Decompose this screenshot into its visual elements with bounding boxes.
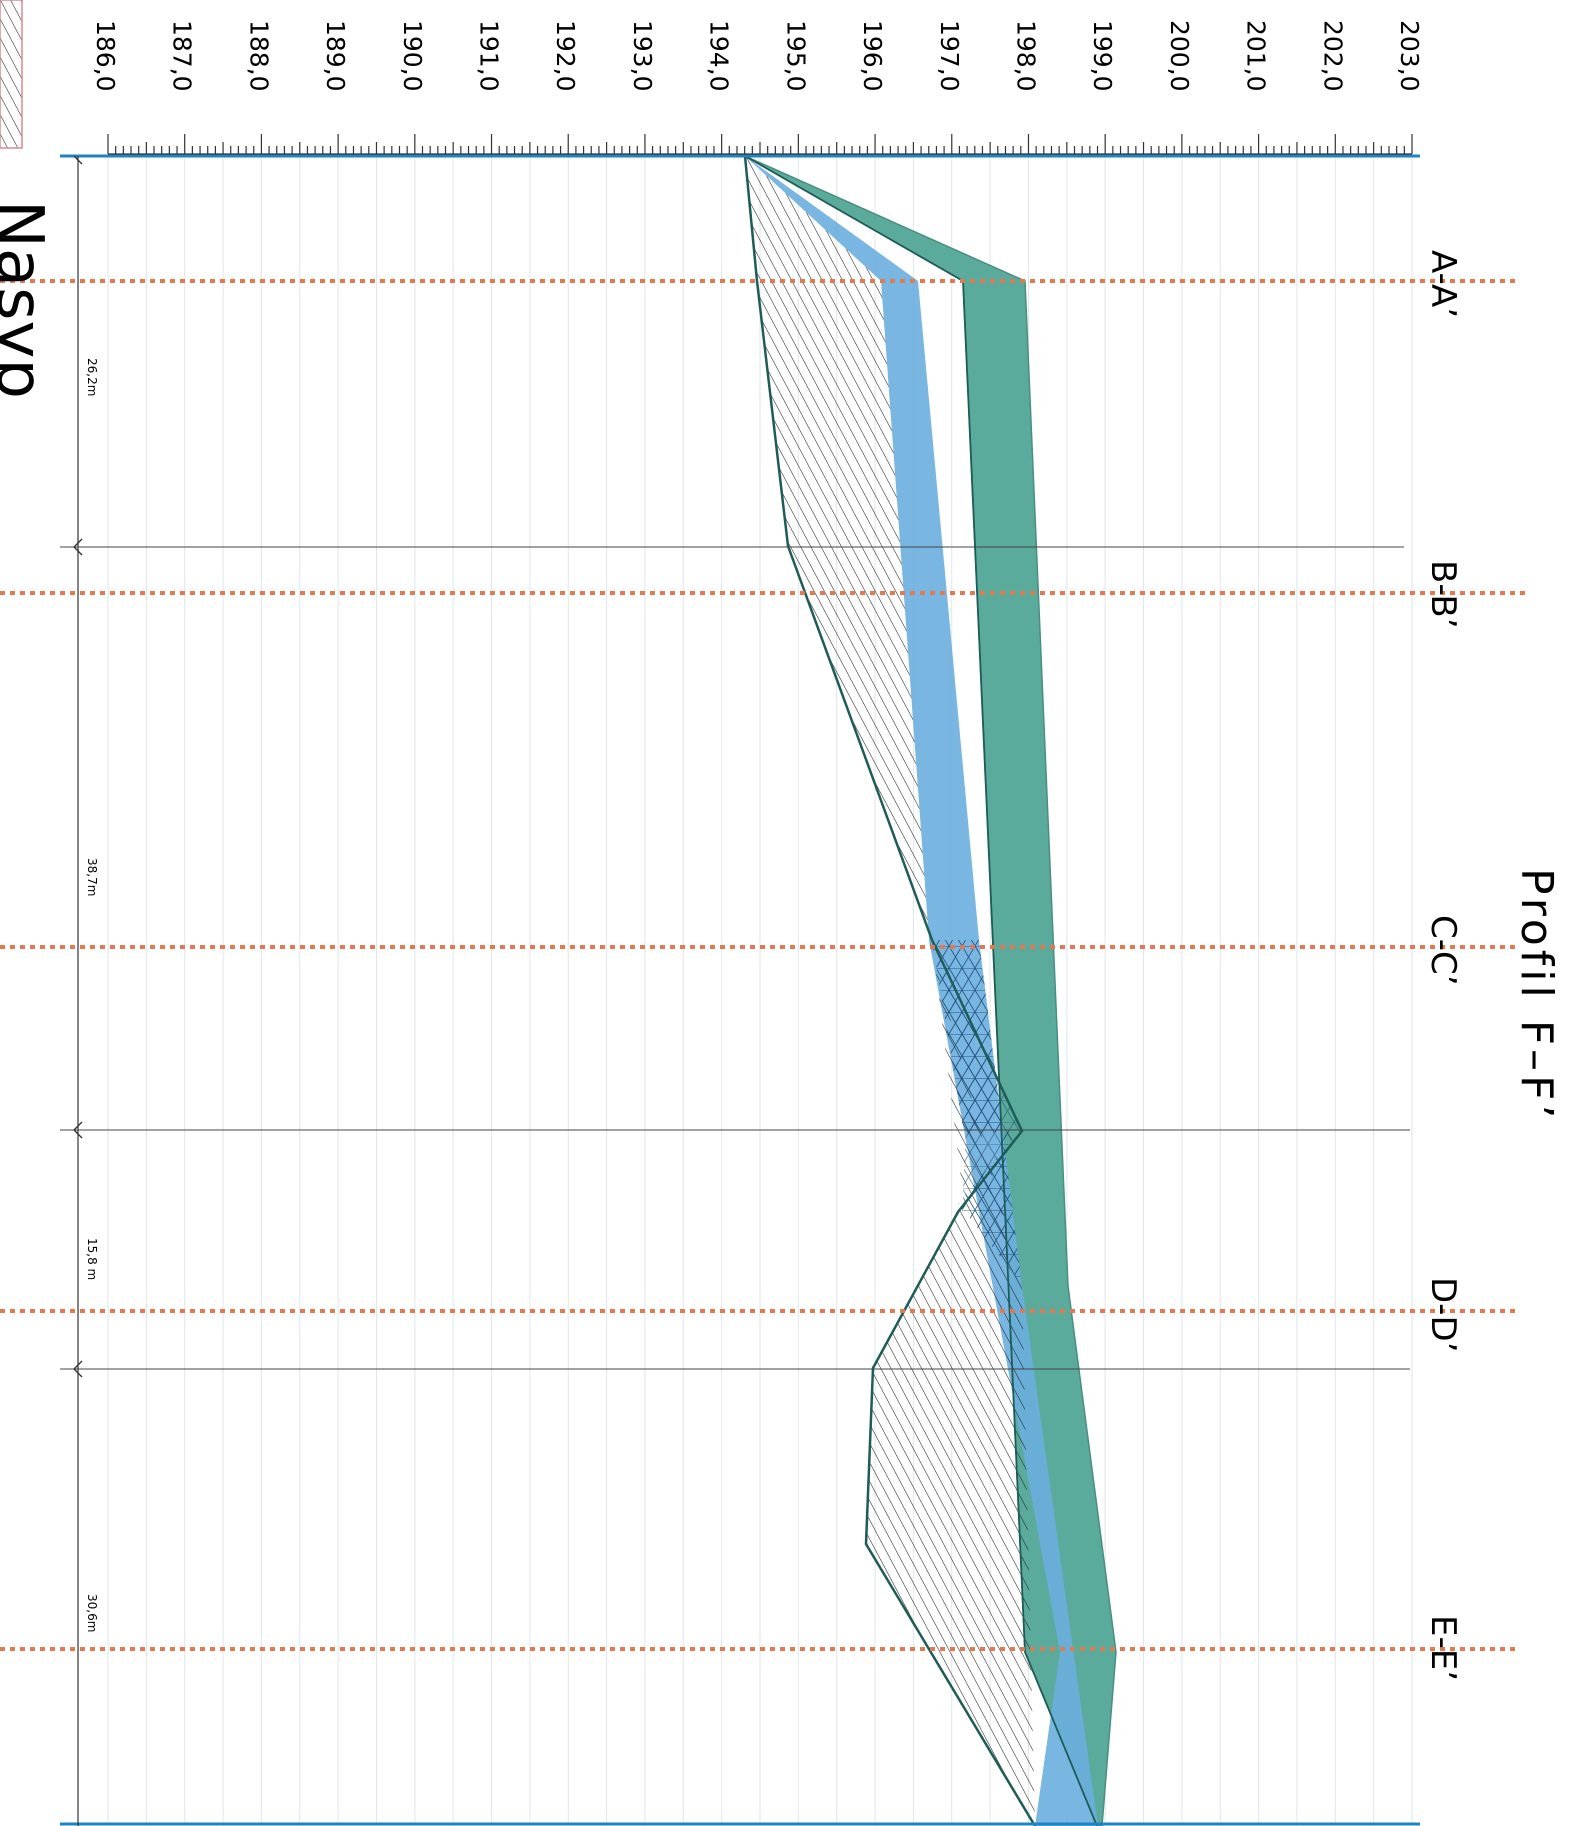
section-label-a: A-A’ — [1423, 250, 1463, 318]
elevation-ruler — [107, 134, 1413, 155]
embankment-hatched-area — [745, 156, 1035, 1826]
elevation-tick-label: 193,0 — [628, 20, 657, 92]
segment-length-1: 26,2m — [85, 358, 99, 396]
elevation-tick-label: 186,0 — [91, 20, 120, 92]
elevation-tick-label: 189,0 — [321, 20, 350, 92]
cut-pattern-area-2 — [932, 940, 1022, 1212]
dimension-marks — [60, 155, 1410, 1378]
profile-title: Profil F–F’ — [1511, 868, 1562, 1122]
elevation-tick-label: 192,0 — [551, 20, 580, 92]
segment-length-2: 38,7m — [85, 858, 99, 896]
legend-caption: Nasyp — [0, 200, 56, 399]
blue-layer-area — [745, 156, 1098, 1826]
elevation-tick-label: 202,0 — [1318, 20, 1347, 92]
design-grade-line — [744, 155, 1098, 1826]
segment-length-3: 15,8 m — [85, 1238, 99, 1280]
legend: Nasyp — [0, 0, 56, 399]
elevation-tick-label: 200,0 — [1165, 20, 1194, 92]
legend-hatch-swatch — [0, 0, 23, 149]
elevation-tick-label: 201,0 — [1242, 20, 1271, 92]
segment-length-4: 30,6m — [85, 1594, 99, 1632]
elevation-tick-label: 190,0 — [398, 20, 427, 92]
elevation-tick-label: 188,0 — [244, 20, 273, 92]
elevation-tick-labels: 186,0 187,0 188,0 189,0 190,0 191,0 192,0 193,0… — [91, 20, 1424, 92]
section-label-d: D-D’ — [1423, 1277, 1463, 1352]
elevation-tick-label: 203,0 — [1395, 20, 1424, 92]
section-label-e: E-E’ — [1423, 1615, 1463, 1681]
elevation-tick-label: 196,0 — [858, 20, 887, 92]
grid — [107, 156, 1413, 1826]
section-label-c: C-C’ — [1423, 915, 1463, 986]
elevation-tick-label: 199,0 — [1088, 20, 1117, 92]
elevation-tick-label: 191,0 — [475, 20, 504, 92]
elevation-tick-label: 187,0 — [168, 20, 197, 92]
terrain-line — [743, 155, 1037, 1826]
elevation-tick-label: 197,0 — [935, 20, 964, 92]
elevation-tick-label: 194,0 — [705, 20, 734, 92]
section-label-b: B-B’ — [1423, 560, 1463, 629]
section-lines — [0, 279, 1525, 1651]
elevation-tick-label: 198,0 — [1011, 20, 1040, 92]
elevation-tick-label: 195,0 — [781, 20, 810, 92]
